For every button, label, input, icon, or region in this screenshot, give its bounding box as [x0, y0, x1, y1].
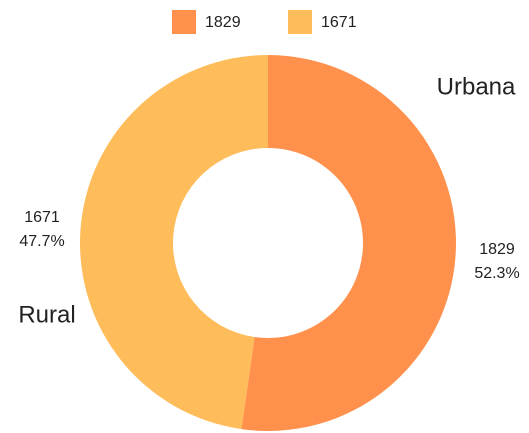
legend-label: 1829 [205, 14, 241, 31]
legend-swatch [172, 10, 196, 34]
legend-label: 1671 [321, 14, 357, 31]
value-label: 1829 [479, 241, 515, 258]
percent-label: 52.3% [474, 265, 519, 282]
value-label: 1671 [24, 209, 60, 226]
slice [241, 54, 457, 432]
category-label: Rural [18, 301, 75, 328]
legend-swatch [288, 10, 312, 34]
slice [80, 55, 269, 430]
category-label: Urbana [437, 73, 516, 100]
percent-label: 47.7% [19, 233, 64, 250]
